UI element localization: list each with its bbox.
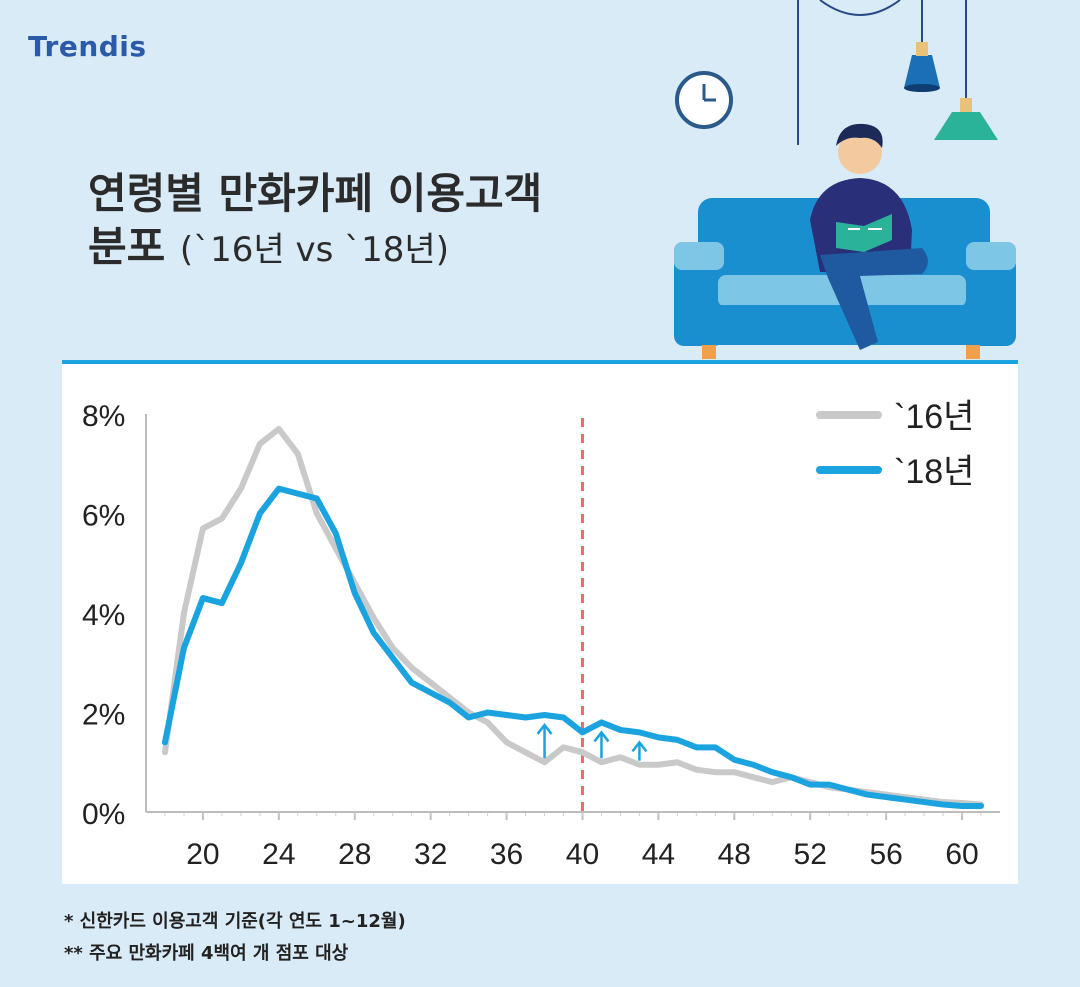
pendant-lamp-icon [934,112,998,140]
x-tick-label: 32 [414,838,447,871]
x-tick-label: 44 [642,838,675,871]
increase-arrow-icon [536,722,553,759]
series-line-16 [161,425,985,808]
x-tick-label: 60 [945,838,978,871]
y-tick-label: 8% [82,400,125,433]
title-line2: 분포 (`16년 vs `18년) [88,221,542,274]
y-tick-label: 4% [82,599,125,632]
footnote-1: * 신한카드 이용고객 기준(각 연도 1~12월) [64,911,406,932]
y-tick-label: 0% [82,798,125,831]
title-line1: 연령별 만화카페 이용고객 [88,169,543,218]
header-divider [62,360,1018,364]
x-tick-label: 40 [566,838,599,871]
chart-panel [62,364,1018,884]
page-title: 연령별 만화카페 이용고객 분포 (`16년 vs `18년) [88,168,542,273]
x-tick-label: 20 [186,838,219,871]
x-tick-label: 24 [262,838,295,871]
x-tick-label: 56 [869,838,902,871]
x-tick-label: 52 [794,838,827,871]
y-tick-label: 6% [82,500,125,533]
title-line2-sub: (`16년 vs `18년) [179,229,449,270]
title-line2-main: 분포 [88,221,166,271]
footnote-2: ** 주요 만화카페 4백여 개 점포 대상 [64,943,349,964]
person-icon [810,178,912,272]
footnotes: * 신한카드 이용고객 기준(각 연도 1~12월) ** 주요 만화카페 4백… [64,906,406,970]
pendant-lamp-icon [904,55,940,88]
legend-label-16: `16년 [894,398,974,436]
increase-arrow-icon [593,730,610,759]
reader-illustration [674,0,1016,359]
x-tick-label: 36 [490,838,523,871]
y-tick-label: 2% [82,699,125,732]
increase-arrow-icon [631,740,648,761]
x-tick-label: 28 [338,838,371,871]
x-tick-label: 48 [718,838,751,871]
brand-logo: Trendis [28,30,147,63]
legend-label-18: `18년 [894,453,974,491]
lamp-cord [819,0,901,16]
series-line-18 [161,485,985,810]
